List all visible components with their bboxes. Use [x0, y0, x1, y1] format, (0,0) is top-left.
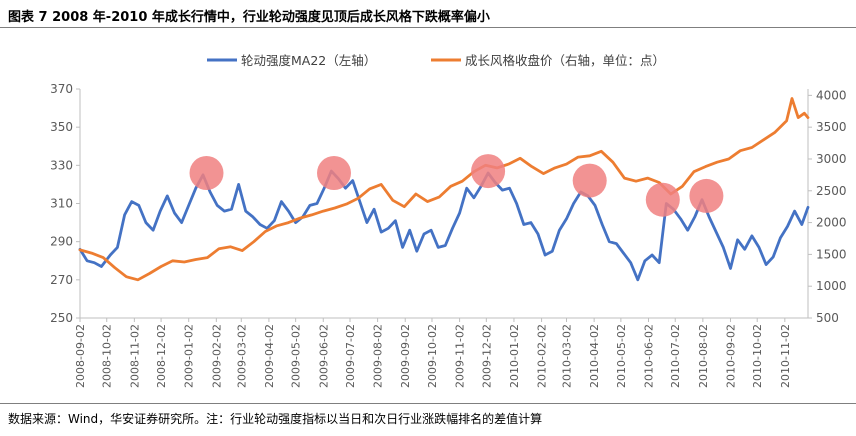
x-tick-label: 2009-10-02 — [426, 324, 439, 388]
x-tick-label: 2010-01-02 — [508, 324, 521, 388]
left-tick-label: 290 — [50, 235, 73, 249]
right-tick-label: 2000 — [816, 216, 847, 230]
legend-label-growth: 成长风格收盘价（右轴，单位：点） — [465, 53, 665, 68]
left-axis-ticks: 250 270 290 310 330 350 370 — [50, 82, 80, 325]
right-tick-label: 1000 — [816, 279, 847, 293]
x-axis-ticks: 2008-09-02 2008-10-02 2008-11-02 2008-12-02… — [74, 318, 792, 388]
legend-label-rotation: 轮动强度MA22（左轴） — [241, 53, 376, 68]
right-tick-label: 1500 — [816, 247, 847, 261]
x-tick-label: 2009-07-02 — [344, 324, 357, 388]
legend: 轮动强度MA22（左轴） 成长风格收盘价（右轴，单位：点） — [207, 53, 665, 68]
right-tick-label: 2500 — [816, 184, 847, 198]
x-tick-label: 2010-05-02 — [615, 324, 628, 388]
source-note: 数据来源：Wind，华安证券研究所。注：行业轮动强度指标以当日和次日行业涨跌幅排… — [8, 412, 543, 426]
right-tick-label: 3500 — [816, 120, 847, 134]
left-tick-label: 270 — [50, 273, 73, 287]
peak-marker — [645, 182, 680, 217]
x-tick-label: 2008-11-02 — [128, 324, 141, 388]
x-tick-label: 2010-06-02 — [642, 324, 655, 388]
right-tick-label: 4000 — [816, 88, 847, 102]
x-tick-label: 2009-09-02 — [399, 324, 412, 388]
right-axis-ticks: 500 1000 1500 2000 2500 3000 3500 4000 — [808, 88, 847, 325]
peak-marker — [689, 178, 724, 213]
x-tick-label: 2009-01-02 — [183, 324, 196, 388]
x-tick-label: 2008-09-02 — [74, 324, 87, 388]
x-tick-label: 2008-12-02 — [155, 324, 168, 388]
series-line-growth-close — [78, 97, 810, 282]
x-tick-label: 2010-11-02 — [779, 324, 792, 388]
x-tick-label: 2009-03-02 — [235, 324, 248, 388]
peak-marker — [189, 156, 224, 190]
x-tick-label: 2009-06-02 — [317, 324, 330, 388]
title-divider — [0, 27, 856, 28]
annotation-markers — [189, 154, 724, 217]
x-tick-label: 2009-04-02 — [263, 324, 276, 388]
x-tick-label: 2009-12-02 — [480, 324, 493, 388]
x-tick-label: 2010-07-02 — [669, 324, 682, 388]
x-tick-label: 2010-09-02 — [724, 324, 737, 388]
peak-marker — [572, 163, 607, 198]
x-tick-label: 2009-11-02 — [454, 324, 467, 388]
left-tick-label: 330 — [50, 158, 73, 172]
x-tick-label: 2009-02-02 — [210, 324, 223, 388]
left-tick-label: 250 — [50, 311, 73, 325]
left-tick-label: 310 — [50, 197, 73, 211]
x-tick-label: 2010-03-02 — [561, 324, 574, 388]
left-tick-label: 350 — [50, 120, 73, 134]
x-tick-label: 2010-02-02 — [536, 324, 549, 388]
source-divider — [0, 403, 856, 404]
peak-marker — [471, 154, 506, 189]
x-tick-label: 2008-10-02 — [101, 324, 114, 388]
right-tick-label: 500 — [816, 311, 839, 325]
peak-marker — [317, 156, 351, 190]
x-tick-label: 2010-10-02 — [751, 324, 764, 388]
x-tick-label: 2010-08-02 — [697, 324, 710, 388]
left-tick-label: 370 — [50, 82, 73, 96]
chart: 250 270 290 310 330 350 370 500 1000 1500 2000 250… — [50, 53, 847, 388]
x-tick-label: 2009-05-02 — [290, 324, 303, 388]
x-tick-label: 2010-04-02 — [588, 324, 601, 388]
x-tick-label: 2009-08-02 — [372, 324, 385, 388]
figure-title: 图表 7 2008 年-2010 年成长行情中，行业轮动强度见顶后成长风格下跌概… — [8, 10, 490, 25]
right-tick-label: 3000 — [816, 152, 847, 166]
